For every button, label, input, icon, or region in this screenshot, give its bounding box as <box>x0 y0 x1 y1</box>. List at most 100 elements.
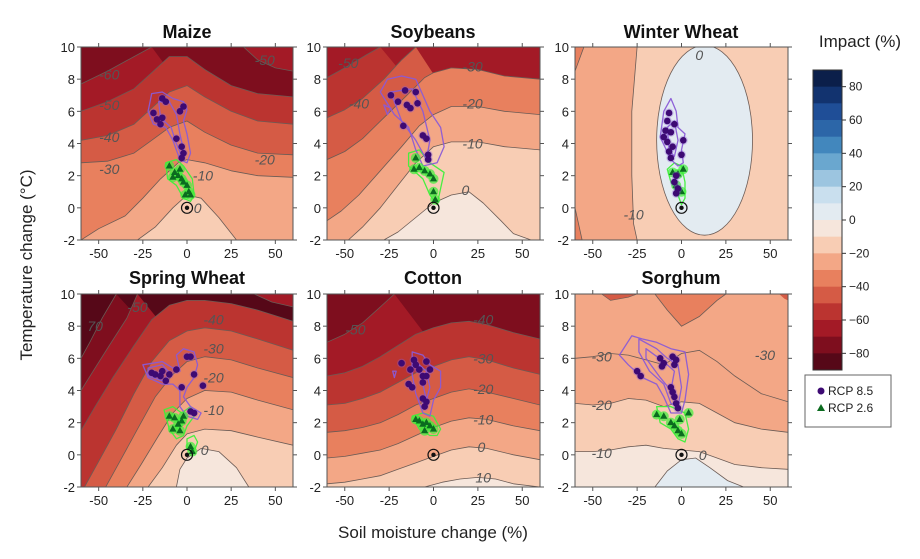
rcp85-point <box>173 366 180 373</box>
contour-line <box>81 294 138 391</box>
contour-band <box>327 446 540 487</box>
rcp85-point <box>153 116 161 123</box>
contour-label: 10 <box>475 469 491 485</box>
rcp85-point <box>178 143 185 151</box>
contour-line <box>81 56 293 112</box>
contour-line <box>176 448 250 487</box>
contour-line <box>327 446 540 485</box>
rcp26-point <box>181 190 189 198</box>
x-tick-label: -25 <box>628 246 647 261</box>
contour-band <box>575 47 584 240</box>
rcp85-point <box>671 393 678 401</box>
rcp85-point <box>679 136 687 144</box>
contour-label: 0 <box>478 439 486 455</box>
rcp26-point <box>171 413 179 421</box>
rcp85-point <box>158 367 166 375</box>
rcp85-point <box>158 114 166 122</box>
x-tick-label: -25 <box>380 246 399 261</box>
x-tick-label: -50 <box>583 246 602 261</box>
x-axis-title: Soil moisture change (%) <box>338 523 528 542</box>
rcp26-point <box>670 421 678 429</box>
rcp85-point <box>408 383 416 391</box>
contour-line <box>81 159 293 240</box>
x-tick-label: 50 <box>515 246 529 261</box>
x-tick-label: 50 <box>515 493 529 508</box>
baseline-bullseye-icon <box>427 201 440 214</box>
baseline-bullseye-icon <box>679 205 684 211</box>
y-tick-label: 0 <box>562 201 569 216</box>
contour-line <box>253 294 293 308</box>
x-tick-label: -50 <box>89 246 108 261</box>
contour-line <box>327 294 395 343</box>
contour-band <box>575 47 638 240</box>
contour-line <box>81 300 293 431</box>
x-tick-label: 50 <box>763 246 777 261</box>
rcp85-point <box>394 98 402 105</box>
colorbar-tick-label: −60 <box>849 313 870 327</box>
legend-box <box>804 374 892 428</box>
plot-area: -50 -40 -30 -20 -10 0 10 <box>327 294 540 487</box>
rcp26-point <box>685 409 693 416</box>
plot-area: 70 -50 -40 -30 -20 -10 0 <box>81 294 293 487</box>
rcp85-point <box>674 404 682 412</box>
y-tick-label: -2 <box>63 233 75 248</box>
contour-line <box>631 47 638 240</box>
contour-label: -40 <box>203 312 223 328</box>
y-tick-label: 2 <box>562 169 569 184</box>
rcp26-point <box>676 415 684 422</box>
legend-triangle-marker-icon <box>817 404 825 411</box>
legend-label-rcp85: RCP 8.5 <box>828 384 873 398</box>
contour-line <box>654 457 744 487</box>
contour-line <box>575 444 788 470</box>
rcp85-point <box>178 383 185 391</box>
colorbar-swatch <box>813 103 842 121</box>
contour-line <box>575 47 585 240</box>
rcp85-point <box>664 117 671 125</box>
rcp26-point <box>169 425 177 432</box>
baseline-bullseye-icon <box>184 205 190 211</box>
rcp85-density-contour <box>142 348 202 421</box>
rcp85-point <box>419 379 427 386</box>
panel-title: Spring Wheat <box>129 268 245 288</box>
y-tick-label: 4 <box>562 384 569 399</box>
contour-band <box>327 477 540 487</box>
y-tick-label: 10 <box>61 40 75 55</box>
rcp26-point <box>165 412 173 419</box>
contour-line <box>654 294 727 327</box>
rcp85-point <box>424 151 432 159</box>
y-tick-label: 10 <box>555 287 569 302</box>
y-tick-label: 6 <box>68 351 75 366</box>
colorbar-tick-label: 80 <box>849 80 863 94</box>
rcp26-point <box>653 410 661 418</box>
rcp85-density-contour <box>392 370 397 379</box>
colorbar-swatch <box>813 336 842 354</box>
contour-band <box>254 294 293 307</box>
rcp85-point <box>678 151 685 159</box>
plot-area: 0 -10 <box>575 47 788 240</box>
rcp85-point <box>157 120 164 128</box>
x-tick-label: 25 <box>224 493 238 508</box>
y-tick-label: 10 <box>61 287 75 302</box>
rcp26-point <box>415 417 423 424</box>
rcp85-point <box>671 178 678 186</box>
rcp85-point <box>671 120 678 128</box>
contour-label: 0 <box>699 447 707 463</box>
baseline-bullseye-icon <box>431 205 436 211</box>
contour-line <box>424 477 540 487</box>
rcp85-point <box>401 87 409 94</box>
contour-label: -10 <box>623 206 643 222</box>
rcp26-point <box>186 442 195 450</box>
contour-label: -30 <box>592 349 612 365</box>
rcp26-point <box>679 165 687 172</box>
plot-area: -60 -50 -40 -30 -50 -20 -10 0 <box>81 47 293 240</box>
contour-band <box>654 458 744 487</box>
colorbar-swatch <box>813 70 842 88</box>
rcp85-point <box>658 363 666 370</box>
rcp85-point <box>416 366 423 373</box>
y-tick-label: 10 <box>307 287 321 302</box>
contour-label: -20 <box>462 95 482 111</box>
colorbar: Impact (%) 80 60 40 20 0 −20 −40 −60 −80 <box>812 32 901 371</box>
x-tick-label: 50 <box>268 493 282 508</box>
rcp26-point <box>415 163 423 171</box>
colorbar-swatch <box>813 253 842 271</box>
